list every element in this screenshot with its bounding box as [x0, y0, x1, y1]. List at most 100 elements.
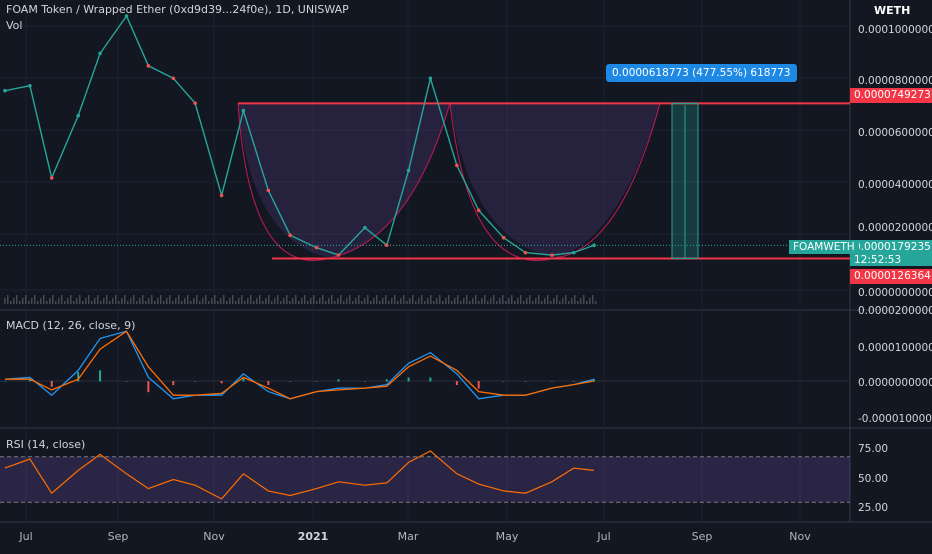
- volume-bar: [334, 301, 336, 304]
- volume-bar: [244, 301, 246, 304]
- time-tick-label: Nov: [203, 530, 225, 543]
- macd-histogram-bar: [220, 381, 223, 384]
- volume-bar: [385, 295, 387, 304]
- volume-bar: [556, 295, 558, 304]
- volume-bar: [442, 301, 444, 304]
- volume-bar: [553, 298, 555, 304]
- volume-bar: [28, 301, 30, 304]
- volume-bar: [379, 301, 381, 304]
- time-tick-label: Jul: [597, 530, 611, 543]
- bar-countdown: 12:52:53: [854, 254, 902, 266]
- volume-bar: [406, 301, 408, 304]
- volume-bar: [202, 298, 204, 304]
- volume-bar: [196, 295, 198, 304]
- volume-bar: [490, 298, 492, 304]
- macd-label[interactable]: MACD (12, 26, close, 9): [6, 319, 136, 332]
- price-point: [241, 108, 246, 113]
- volume-bar: [139, 298, 141, 304]
- volume-bar: [298, 301, 300, 304]
- volume-bar: [289, 301, 291, 304]
- volume-bar: [475, 295, 477, 304]
- rsi-tick-label: 25.00: [858, 502, 889, 514]
- volume-bar: [430, 295, 432, 304]
- rsi-label[interactable]: RSI (14, close): [6, 438, 86, 451]
- volume-bar: [325, 301, 327, 304]
- volume-bar: [559, 301, 561, 304]
- rsi-tick-label: 50.00: [858, 473, 889, 485]
- volume-bar: [175, 298, 177, 304]
- volume-bar: [349, 295, 351, 304]
- volume-bar: [40, 298, 42, 304]
- volume-bar: [538, 295, 540, 304]
- volume-bar: [31, 298, 33, 304]
- volume-bar: [91, 301, 93, 304]
- price-point: [193, 101, 197, 105]
- volume-bar: [397, 301, 399, 304]
- volume-bar: [451, 301, 453, 304]
- volume-bar: [4, 298, 6, 304]
- volume-bar: [460, 301, 462, 304]
- last-price-value: 0.0000179235: [854, 241, 931, 253]
- volume-bar: [13, 298, 15, 304]
- volume-bar: [301, 298, 303, 304]
- volume-bar: [502, 295, 504, 304]
- volume-bar: [127, 301, 129, 304]
- volume-bar: [478, 301, 480, 304]
- volume-bar: [280, 301, 282, 304]
- volume-bar: [124, 295, 126, 304]
- volume-bar: [109, 301, 111, 304]
- volume-bar: [487, 301, 489, 304]
- volume-bar: [307, 301, 309, 304]
- volume-bar: [376, 295, 378, 304]
- volume-bar: [520, 295, 522, 304]
- price-point: [550, 253, 554, 257]
- price-point: [571, 250, 576, 255]
- volume-bar: [100, 301, 102, 304]
- price-point: [98, 51, 102, 56]
- price-point: [171, 76, 176, 81]
- volume-bar: [286, 295, 288, 304]
- volume-bar: [589, 298, 591, 304]
- price-point: [455, 163, 459, 168]
- time-tick-label: Jul: [19, 530, 33, 543]
- price-point: [336, 253, 341, 257]
- volume-bar: [562, 298, 564, 304]
- volume-bar: [10, 301, 12, 304]
- volume-bar: [466, 295, 468, 304]
- currency-label[interactable]: WETH: [874, 4, 911, 17]
- volume-bar: [508, 298, 510, 304]
- volume-bar: [265, 298, 267, 304]
- macd-histogram-bar: [385, 379, 388, 382]
- volume-bar: [403, 295, 405, 304]
- price-point: [124, 14, 129, 18]
- volume-bar: [544, 298, 546, 304]
- volume-bar: [256, 298, 258, 304]
- volume-bar: [418, 298, 420, 304]
- price-point: [428, 76, 433, 81]
- volume-bar: [481, 298, 483, 304]
- macd-histogram-bar: [550, 381, 553, 382]
- price-point: [592, 243, 596, 248]
- volume-bar: [328, 298, 330, 304]
- price-point: [523, 250, 528, 255]
- price-point: [219, 193, 224, 198]
- volume-bar: [85, 298, 87, 304]
- time-tick-label: Sep: [107, 530, 129, 543]
- volume-bar: [142, 295, 144, 304]
- volume-bar: [313, 295, 315, 304]
- volume-bar: [586, 301, 588, 304]
- price-tick-label: 0.0000200000: [858, 222, 932, 234]
- volume-bar: [382, 298, 384, 304]
- volume-bar: [136, 301, 138, 304]
- time-tick-label: 2021: [297, 530, 329, 543]
- cup-left-shade: [238, 103, 450, 258]
- volume-bar: [565, 295, 567, 304]
- volume-bar: [319, 298, 321, 304]
- volume-bar: [19, 301, 21, 304]
- volume-bar: [64, 301, 66, 304]
- price-point: [3, 88, 7, 93]
- volume-bar: [226, 301, 228, 304]
- last-price-badge: 0.0000179235 12:52:53: [850, 240, 932, 266]
